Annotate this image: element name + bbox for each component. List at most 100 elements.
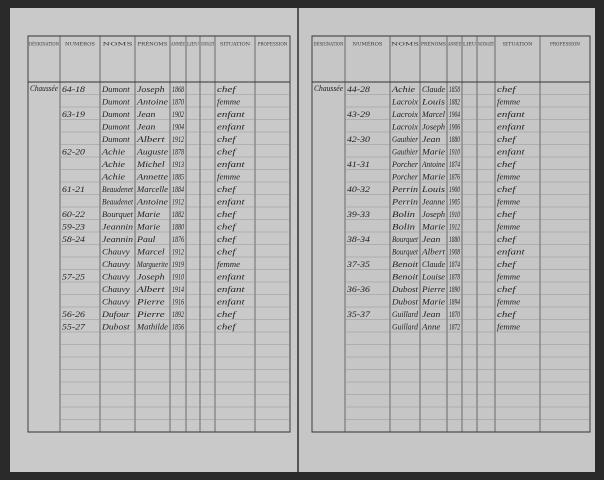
cell-text: 1910: [449, 209, 460, 219]
cell-text: 1858: [449, 84, 460, 94]
cell-text: 1905: [449, 197, 460, 207]
cell-text: 1913: [172, 159, 184, 169]
column-header: PRÉNOMS: [421, 40, 446, 48]
cell-text: Albert: [421, 247, 446, 257]
cell-text: 1880: [449, 234, 460, 244]
cell-text: 41-31: [347, 159, 370, 169]
cell-text: femme: [217, 97, 240, 107]
cell-text: 1894: [449, 297, 460, 307]
cell-text: chef: [217, 247, 238, 257]
cell-text: Dumont: [101, 134, 130, 144]
cell-text: 1876: [449, 172, 460, 182]
cell-text: Annette: [136, 172, 168, 182]
cell-text: 1906: [449, 122, 460, 132]
cell-text: 1880: [172, 222, 185, 232]
cell-text: Bourquet: [392, 247, 419, 257]
cell-text: Dumont: [101, 84, 130, 94]
cell-text: Dumont: [101, 97, 130, 107]
cell-text: enfant: [217, 197, 245, 207]
cell-text: 37-35: [346, 259, 370, 269]
column-header: LIEU: [187, 42, 199, 48]
cell-text: chef: [497, 284, 518, 294]
cell-text: Paul: [136, 234, 156, 244]
cell-text: Claude: [422, 259, 445, 269]
cell-text: Dufour: [101, 309, 130, 319]
cell-text: 1876: [172, 234, 185, 244]
cell-text: Louis: [421, 184, 446, 194]
cell-text: 1910: [449, 147, 460, 157]
cell-text: Chauvy: [102, 247, 130, 257]
cell-text: Anne: [421, 322, 441, 332]
cell-text: Pierre: [136, 309, 165, 319]
cell-text: 1900: [449, 184, 460, 194]
cell-text: Albert: [136, 134, 166, 144]
cell-text: Jeanne: [422, 197, 445, 207]
cell-text: chef: [497, 309, 518, 319]
cell-text: Claude: [422, 84, 445, 94]
cell-text: 1910: [172, 272, 185, 282]
column-header: NOMS: [103, 42, 133, 48]
cell-text: chef: [497, 159, 518, 169]
cell-text: 42-30: [347, 134, 371, 144]
cell-text: 1874: [449, 259, 460, 269]
cell-text: Antoine: [136, 197, 168, 207]
cell-text: 1878: [172, 147, 185, 157]
cell-text: Antoine: [136, 97, 168, 107]
cell-text: femme: [497, 272, 520, 282]
cell-text: Perrin: [391, 184, 418, 194]
cell-text: 1885: [172, 172, 184, 182]
cell-text: 63-19: [62, 109, 86, 119]
cell-text: 1878: [449, 272, 460, 282]
cell-text: chef: [217, 134, 238, 144]
cell-text: chef: [497, 184, 518, 194]
cell-text: Jeannin: [102, 234, 133, 244]
cell-text: 58-24: [62, 234, 86, 244]
cell-text: 1904: [172, 122, 185, 132]
cell-text: chef: [497, 84, 518, 94]
cell-text: Guillard: [392, 309, 419, 319]
cell-text: 44-28: [347, 84, 371, 94]
cell-text: 36-36: [346, 284, 371, 294]
cell-text: Marie: [421, 222, 445, 232]
place-name: Chaussée: [30, 83, 58, 93]
cell-text: 64-18: [62, 84, 86, 94]
cell-text: 60-22: [62, 209, 86, 219]
column-header: LIEU: [463, 42, 476, 48]
column-header: DÉSIGNATION: [314, 40, 344, 48]
cell-text: 55-27: [62, 322, 86, 332]
cell-text: Achie: [101, 147, 125, 157]
cell-text: Benoit: [392, 259, 419, 269]
cell-text: 1882: [449, 97, 460, 107]
cell-text: 1874: [449, 159, 460, 169]
column-header: ANNÉE: [170, 40, 185, 48]
cell-text: chef: [217, 234, 238, 244]
cell-text: Chauvy: [102, 272, 130, 282]
cell-text: Marie: [136, 222, 160, 232]
cell-text: Pierre: [136, 297, 165, 307]
cell-text: 40-32: [347, 184, 371, 194]
cell-text: Chauvy: [102, 297, 130, 307]
cell-text: 56-26: [62, 309, 86, 319]
cell-text: 1912: [172, 247, 185, 257]
cell-text: Marie: [421, 172, 445, 182]
cell-text: Gauthier: [392, 147, 419, 157]
cell-text: femme: [217, 259, 240, 269]
cell-text: 1882: [172, 209, 185, 219]
cell-text: Porcher: [391, 172, 419, 182]
cell-text: chef: [217, 184, 238, 194]
column-header: NATIONALITÉ: [201, 40, 214, 48]
cell-text: 57-25: [62, 272, 85, 282]
cell-text: 1892: [172, 309, 185, 319]
cell-text: Bourquet: [102, 209, 134, 219]
cell-text: femme: [497, 322, 520, 332]
cell-text: Jean: [422, 134, 440, 144]
cell-text: Joseph: [422, 122, 445, 132]
cell-text: Lacroix: [391, 122, 418, 132]
cell-text: femme: [497, 297, 520, 307]
cell-text: enfant: [497, 147, 525, 157]
cell-text: Jean: [137, 122, 155, 132]
cell-text: Benoit: [392, 272, 419, 282]
cell-text: 1912: [172, 134, 185, 144]
column-header: NOMS: [391, 42, 419, 48]
